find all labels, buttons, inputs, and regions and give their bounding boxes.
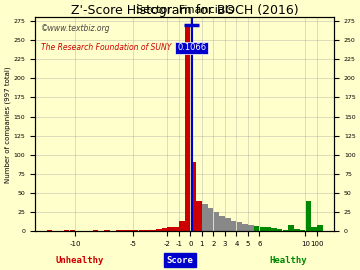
Text: Healthy: Healthy	[269, 256, 307, 265]
Bar	[208, 208, 213, 231]
Y-axis label: Number of companies (997 total): Number of companies (997 total)	[4, 66, 11, 183]
Text: Sector: Financials: Sector: Financials	[136, 5, 233, 15]
Bar	[185, 25, 190, 231]
Bar	[139, 230, 144, 231]
Bar	[190, 163, 196, 231]
Text: Score: Score	[167, 256, 193, 265]
Bar	[167, 227, 173, 231]
Bar	[179, 221, 185, 231]
Bar	[311, 227, 317, 231]
Bar	[254, 226, 259, 231]
Bar	[219, 216, 225, 231]
Bar	[265, 227, 271, 231]
Bar	[202, 204, 207, 231]
Bar	[294, 229, 300, 231]
Bar	[248, 225, 253, 231]
Bar	[288, 225, 294, 231]
Bar	[156, 229, 162, 231]
Bar	[196, 201, 202, 231]
Text: The Research Foundation of SUNY: The Research Foundation of SUNY	[41, 43, 171, 52]
Bar	[127, 230, 133, 231]
Bar	[144, 230, 150, 231]
Bar	[237, 222, 242, 231]
Bar	[242, 224, 248, 231]
Bar	[317, 225, 323, 231]
Title: Z'-Score Histogram for BOCH (2016): Z'-Score Histogram for BOCH (2016)	[71, 4, 298, 17]
Text: Unhealthy: Unhealthy	[55, 256, 103, 265]
Bar	[271, 228, 276, 231]
Bar	[306, 201, 311, 231]
Text: ©www.textbiz.org: ©www.textbiz.org	[41, 23, 111, 33]
Bar	[225, 218, 230, 231]
Bar	[283, 230, 288, 231]
Bar	[173, 227, 179, 231]
Bar	[213, 212, 219, 231]
Bar	[162, 228, 167, 231]
Bar	[300, 230, 305, 231]
Bar	[231, 221, 236, 231]
Bar	[277, 229, 282, 231]
Bar	[150, 230, 156, 231]
Bar	[260, 227, 265, 231]
Text: 0.1066: 0.1066	[177, 43, 206, 52]
